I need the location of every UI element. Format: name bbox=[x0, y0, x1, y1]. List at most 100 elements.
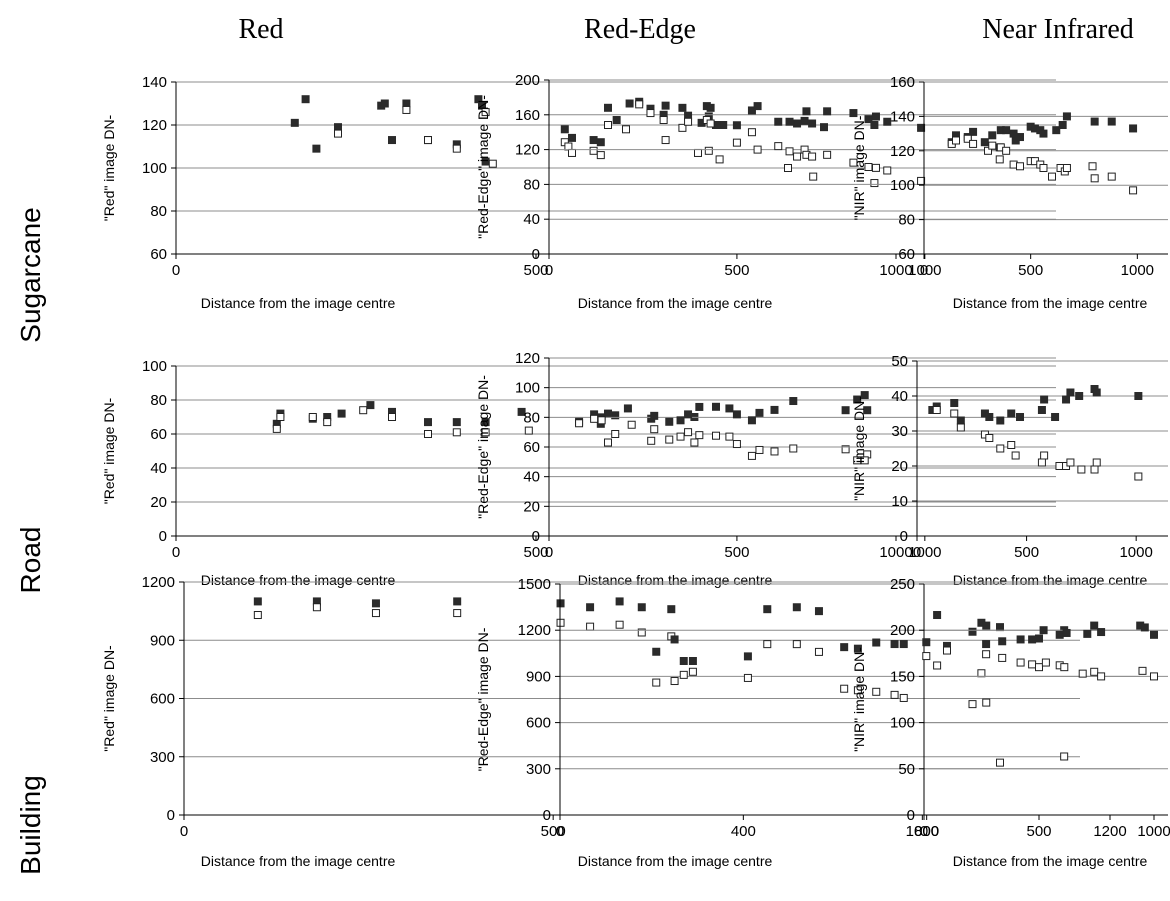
y-tick-label: 150 bbox=[890, 668, 915, 685]
y-tick-label: 140 bbox=[890, 108, 915, 125]
data-point-filled bbox=[747, 106, 756, 115]
data-point-hollow bbox=[1037, 458, 1046, 467]
data-point-hollow bbox=[1090, 174, 1099, 183]
y-tick-label: 300 bbox=[150, 749, 175, 766]
data-point-filled bbox=[253, 597, 262, 606]
data-point-hollow bbox=[1060, 663, 1069, 672]
x-tick-label: 500 bbox=[523, 262, 548, 279]
data-point-filled bbox=[589, 136, 598, 145]
x-axis-label: Distance from the image centre bbox=[578, 853, 773, 869]
data-point-hollow bbox=[871, 163, 880, 172]
data-point-filled bbox=[755, 408, 764, 417]
data-point-filled bbox=[604, 103, 612, 112]
data-point-hollow bbox=[524, 426, 533, 435]
data-point-hollow bbox=[590, 414, 599, 423]
data-point-filled bbox=[1035, 634, 1043, 643]
data-point-filled bbox=[793, 119, 802, 128]
data-point-hollow bbox=[688, 667, 697, 676]
y-tick-label: 100 bbox=[515, 380, 540, 397]
data-point-hollow bbox=[323, 418, 332, 427]
data-point-hollow bbox=[627, 420, 636, 429]
data-point-hollow bbox=[704, 146, 713, 155]
data-point-filled bbox=[1055, 630, 1064, 639]
y-tick-label: 100 bbox=[142, 160, 167, 177]
data-point-filled bbox=[956, 416, 965, 425]
data-point-filled bbox=[706, 103, 715, 112]
data-point-hollow bbox=[1078, 669, 1087, 678]
data-point-filled bbox=[1090, 117, 1099, 126]
data-point-hollow bbox=[743, 673, 752, 682]
data-point-hollow bbox=[982, 650, 991, 659]
y-tick-label: 160 bbox=[890, 74, 915, 91]
x-tick-label: 500 bbox=[541, 823, 566, 840]
data-point-filled bbox=[1062, 628, 1071, 637]
data-point-filled bbox=[301, 95, 310, 104]
data-point-filled bbox=[732, 410, 741, 419]
data-point-hollow bbox=[977, 669, 986, 678]
data-point-filled bbox=[1107, 117, 1116, 126]
data-point-filled bbox=[1016, 133, 1024, 142]
data-point-hollow bbox=[996, 444, 1005, 453]
data-point-hollow bbox=[1011, 451, 1020, 460]
data-point-hollow bbox=[1060, 752, 1069, 761]
data-point-filled bbox=[732, 121, 741, 130]
data-point-hollow bbox=[789, 444, 798, 453]
data-point-hollow bbox=[715, 155, 724, 164]
data-point-hollow bbox=[840, 684, 849, 693]
x-axis-label: Distance from the image centre bbox=[201, 572, 396, 588]
data-point-filled bbox=[883, 117, 892, 126]
data-point-hollow bbox=[1016, 658, 1025, 667]
data-point-hollow bbox=[883, 166, 892, 175]
y-tick-label: 140 bbox=[142, 74, 167, 91]
data-point-hollow bbox=[611, 430, 620, 438]
data-point-hollow bbox=[312, 603, 321, 612]
data-point-hollow bbox=[695, 431, 704, 440]
data-point-hollow bbox=[725, 432, 734, 441]
data-point-hollow bbox=[586, 622, 595, 631]
y-tick-label: 10 bbox=[891, 493, 908, 510]
y-tick-label: 60 bbox=[523, 439, 540, 456]
y-tick-label: 900 bbox=[526, 668, 551, 685]
data-point-hollow bbox=[1041, 658, 1050, 667]
data-point-hollow bbox=[488, 159, 497, 168]
data-point-filled bbox=[652, 647, 661, 656]
data-point-filled bbox=[853, 644, 862, 653]
data-point-hollow bbox=[1138, 666, 1147, 675]
y-tick-label: 80 bbox=[150, 203, 167, 220]
data-point-hollow bbox=[968, 700, 977, 709]
y-tick-label: 250 bbox=[890, 576, 915, 593]
data-point-filled bbox=[665, 417, 674, 426]
data-point-filled bbox=[864, 115, 873, 124]
data-point-filled bbox=[676, 416, 685, 425]
data-point-filled bbox=[982, 640, 991, 649]
y-tick-label: 0 bbox=[907, 807, 915, 824]
data-point-hollow bbox=[1016, 162, 1024, 171]
y-tick-label: 120 bbox=[515, 142, 540, 159]
data-point-hollow bbox=[308, 413, 317, 421]
data-point-filled bbox=[823, 107, 832, 116]
data-point-filled bbox=[725, 404, 734, 413]
data-point-filled bbox=[1058, 121, 1067, 129]
data-point-filled bbox=[670, 635, 679, 644]
data-point-filled bbox=[800, 116, 809, 125]
y-tick-label: 600 bbox=[526, 715, 551, 732]
data-point-filled bbox=[596, 138, 605, 147]
x-tick-label: 500 bbox=[1014, 544, 1039, 561]
data-point-filled bbox=[860, 391, 869, 400]
data-point-hollow bbox=[568, 148, 576, 157]
y-tick-label: 40 bbox=[523, 211, 540, 228]
data-point-filled bbox=[871, 112, 880, 121]
data-point-hollow bbox=[956, 423, 965, 432]
data-point-hollow bbox=[659, 116, 668, 125]
row-title-sugarcane: Sugarcane bbox=[15, 207, 46, 342]
data-point-hollow bbox=[276, 413, 285, 421]
data-point-hollow bbox=[453, 609, 462, 618]
data-point-filled bbox=[453, 597, 462, 606]
data-point-hollow bbox=[985, 434, 994, 442]
data-point-hollow bbox=[424, 136, 432, 145]
y-axis-label: "Red" image DN- bbox=[101, 397, 117, 504]
x-tick-label: 0 bbox=[545, 544, 553, 561]
data-point-hollow bbox=[932, 406, 941, 414]
y-tick-label: 100 bbox=[890, 177, 915, 194]
